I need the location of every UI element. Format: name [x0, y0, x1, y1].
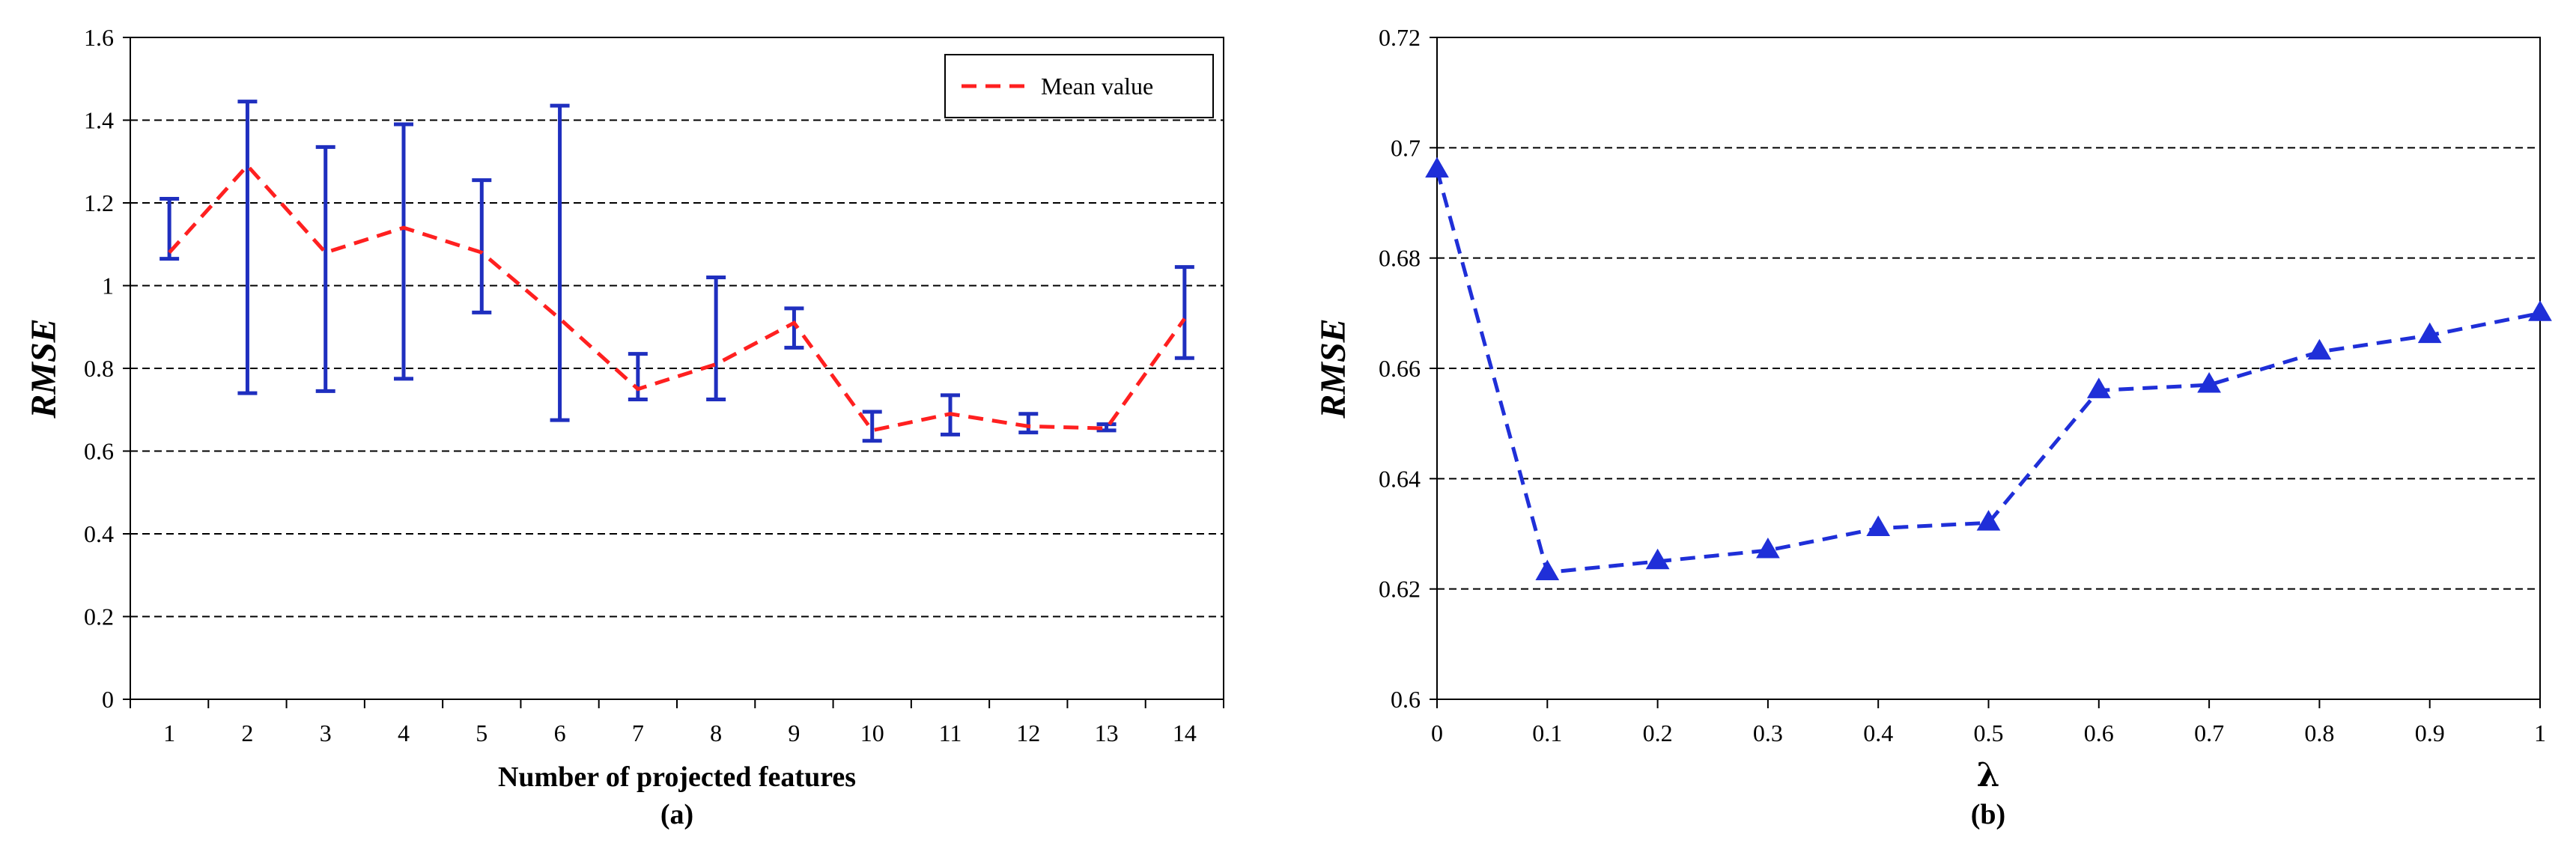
chart-a-y-tick-label: 1.2: [84, 189, 114, 216]
chart-b-y-tick-label: 0.7: [1391, 134, 1421, 161]
chart-a-legend: Mean value: [944, 54, 1214, 118]
chart-a-x-axis-label: Number of projected features: [498, 761, 856, 793]
chart-a-error-bar: [784, 306, 804, 350]
chart-b-y-tick-label: 0.72: [1379, 24, 1421, 51]
chart-b-x-tick-label: 0.3: [1753, 720, 1783, 746]
chart-a-error-bar: [550, 103, 570, 422]
chart-b-x-tick-label: 0.8: [2304, 720, 2334, 746]
chart-a-error-bar: [862, 410, 882, 443]
chart-a-error-bar: [1096, 422, 1117, 433]
chart-b-series-line: [1435, 169, 2541, 575]
chart-a-y-tick-label: 1.4: [84, 107, 114, 134]
chart-b-x-tick-label: 0.2: [1643, 720, 1673, 746]
chart-b-x-tick-label: 0.4: [1863, 720, 1893, 746]
chart-a-y-tick-label: 0.6: [84, 438, 114, 465]
chart-b-x-tick-label: 0.9: [2415, 720, 2445, 746]
chart-a: 00.20.40.60.811.21.41.6 1 2 3 4 5 6 7 8 9 10 11 12 1…: [24, 24, 1224, 830]
chart-a-x-tick-label: 1: [163, 720, 175, 746]
chart-b-data-point: [2417, 322, 2442, 344]
chart-a-y-tick-label: 0: [102, 686, 114, 713]
chart-a-x-tick-label: 11: [939, 720, 962, 746]
chart-a-error-bar: [628, 352, 648, 401]
chart-a-x-tick-label: 8: [710, 720, 722, 746]
chart-b: 0.6 0.62 0.64 0.66 0.68 0.7 0.72 0 0.1 0.2 0.3 0.4…: [1313, 24, 2552, 830]
chart-b-x-tick-label: 0.1: [1532, 720, 1562, 746]
chart-b-y-tick-label: 0.68: [1379, 245, 1421, 272]
chart-a-y-tick-label: 0.4: [84, 520, 114, 547]
chart-b-x-tick-label: 0.6: [2084, 720, 2114, 746]
chart-b-x-tick-label: 0: [1431, 720, 1443, 746]
chart-a-x-tick-label: 6: [554, 720, 566, 746]
chart-a-error-bar: [237, 100, 258, 395]
chart-b-y-tick-label: 0.64: [1379, 465, 1421, 492]
chart-a-y-tick-label: 0.2: [84, 603, 114, 630]
chart-b-data-point: [1866, 515, 1891, 537]
chart-b-data-point: [2528, 300, 2552, 321]
chart-a-error-bar: [1018, 412, 1039, 435]
chart-a-x-tick-label: 12: [1016, 720, 1040, 746]
chart-b-data-point: [1756, 537, 1780, 559]
chart-b-data-point: [2197, 371, 2221, 393]
chart-a-error-bar: [394, 122, 413, 381]
chart-a-x-tick-label: 2: [241, 720, 253, 746]
chart-b-data-point: [1645, 548, 1670, 570]
chart-a-error-bar: [160, 196, 180, 261]
chart-b-y-tick-label: 0.62: [1379, 576, 1421, 603]
chart-a-x-tick-label: 9: [788, 720, 800, 746]
chart-b-y-tick-label: 0.66: [1379, 355, 1421, 382]
chart-b-data-point: [1976, 510, 2001, 531]
chart-b-x-tick-label: 0.7: [2194, 720, 2224, 746]
chart-a-panel-label: (a): [660, 799, 693, 830]
chart-a-x-tick-label: 4: [398, 720, 410, 746]
chart-a-error-bar: [706, 275, 726, 401]
chart-b-x-axis-label: λ: [1977, 756, 2000, 794]
chart-b-x-tick-label: 1: [2534, 720, 2546, 746]
chart-b-data-point: [2086, 377, 2111, 398]
chart-b-data-point: [1425, 156, 1449, 178]
chart-b-x-tick-label: 0.5: [1974, 720, 2004, 746]
chart-a-error-bar: [472, 178, 492, 314]
chart-a-error-bar: [315, 144, 335, 393]
chart-a-x-tick-label: 13: [1095, 720, 1119, 746]
chart-a-x-tick-label: 10: [860, 720, 884, 746]
chart-a-y-axis-label: RMSE: [24, 318, 64, 419]
chart-b-data-point: [1535, 559, 1560, 580]
chart-a-x-tick-label: 14: [1173, 720, 1197, 746]
chart-b-panel-label: (b): [1971, 799, 2005, 830]
chart-a-y-tick-label: 1.6: [84, 24, 114, 51]
chart-a-x-tick-label: 3: [320, 720, 332, 746]
chart-a-x-tick-label: 7: [632, 720, 644, 746]
chart-a-mean-line: [168, 162, 1186, 433]
chart-a-y-tick-label: 1: [102, 273, 114, 299]
chart-b-y-axis-label: RMSE: [1313, 318, 1353, 419]
chart-a-y-tick-label: 0.8: [84, 355, 114, 382]
chart-b-y-tick-label: 0.6: [1391, 686, 1421, 713]
chart-a-x-tick-label: 5: [476, 720, 487, 746]
legend-label-mean-value: Mean value: [1041, 73, 1153, 100]
chart-a-error-bar: [1174, 265, 1194, 360]
chart-b-data-point: [2307, 338, 2332, 360]
